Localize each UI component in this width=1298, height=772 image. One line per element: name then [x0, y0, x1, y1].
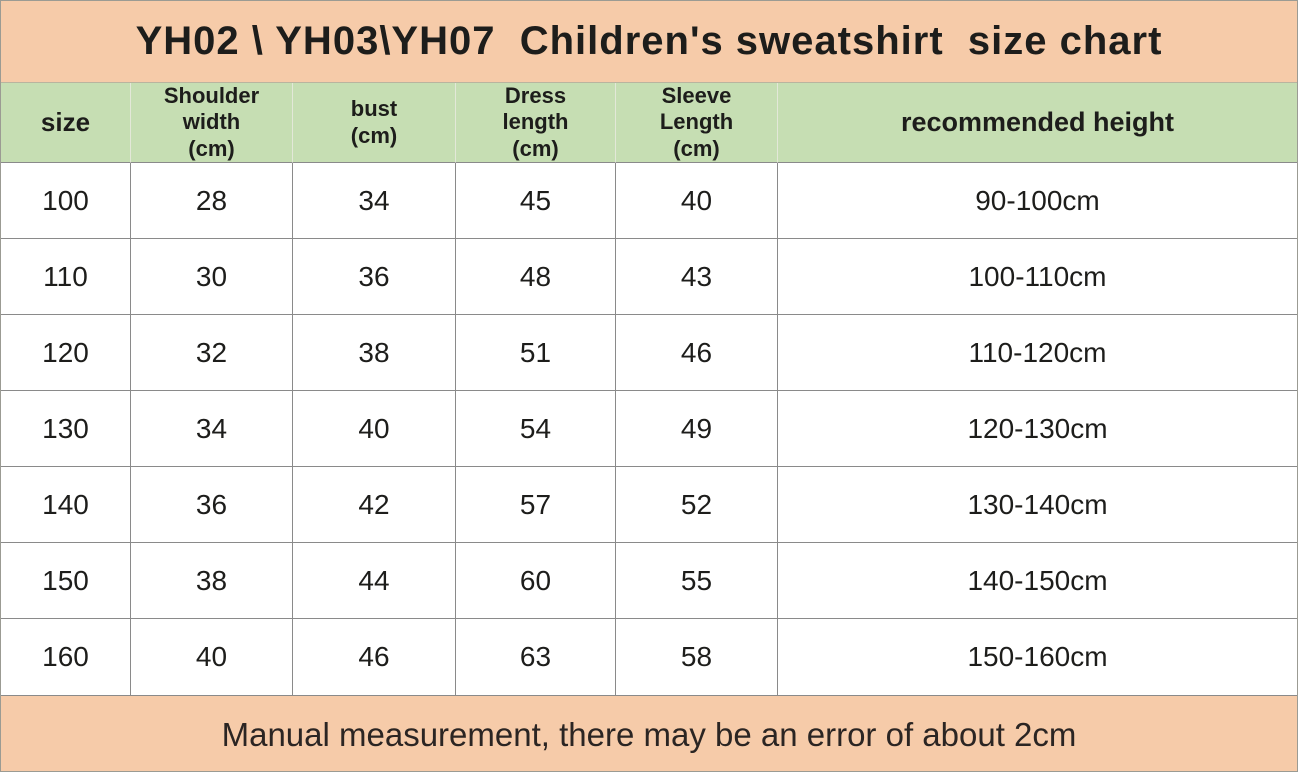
size-table: size Shoulder width (cm) bust (cm) Dress… — [1, 83, 1297, 696]
cell-sleeve-length: 40 — [616, 163, 778, 240]
cell-recommended-height: 110-120cm — [778, 315, 1297, 392]
table-row: 110 30 36 48 43 100-110cm — [1, 239, 1297, 316]
table-row: 160 40 46 63 58 150-160cm — [1, 619, 1297, 696]
cell-recommended-height: 150-160cm — [778, 619, 1297, 696]
title-bar: YH02 \ YH03\YH07 Children's sweatshirt s… — [1, 1, 1297, 83]
cell-size: 160 — [1, 619, 131, 696]
cell-recommended-height: 100-110cm — [778, 239, 1297, 316]
cell-dress-length: 45 — [456, 163, 616, 240]
cell-recommended-height: 130-140cm — [778, 467, 1297, 544]
cell-dress-length: 51 — [456, 315, 616, 392]
cell-shoulder-width: 32 — [131, 315, 293, 392]
cell-bust: 36 — [293, 239, 456, 316]
cell-dress-length: 54 — [456, 391, 616, 468]
cell-sleeve-length: 46 — [616, 315, 778, 392]
cell-shoulder-width: 34 — [131, 391, 293, 468]
cell-sleeve-length: 55 — [616, 543, 778, 620]
header-cell-recommended-height: recommended height — [778, 83, 1297, 164]
table-row: 100 28 34 45 40 90-100cm — [1, 163, 1297, 240]
table-row: 150 38 44 60 55 140-150cm — [1, 543, 1297, 620]
cell-bust: 44 — [293, 543, 456, 620]
cell-shoulder-width: 28 — [131, 163, 293, 240]
cell-bust: 34 — [293, 163, 456, 240]
cell-sleeve-length: 58 — [616, 619, 778, 696]
cell-size: 110 — [1, 239, 131, 316]
cell-dress-length: 60 — [456, 543, 616, 620]
cell-sleeve-length: 43 — [616, 239, 778, 316]
table-row: 140 36 42 57 52 130-140cm — [1, 467, 1297, 544]
cell-dress-length: 48 — [456, 239, 616, 316]
header-cell-bust: bust (cm) — [293, 83, 456, 164]
cell-recommended-height: 120-130cm — [778, 391, 1297, 468]
header-cell-shoulder-width: Shoulder width (cm) — [131, 83, 293, 164]
cell-shoulder-width: 38 — [131, 543, 293, 620]
cell-size: 100 — [1, 163, 131, 240]
cell-recommended-height: 90-100cm — [778, 163, 1297, 240]
page-title: YH02 \ YH03\YH07 Children's sweatshirt s… — [135, 19, 1163, 63]
table-row: 120 32 38 51 46 110-120cm — [1, 315, 1297, 392]
header-cell-size: size — [1, 83, 131, 164]
cell-sleeve-length: 52 — [616, 467, 778, 544]
cell-size: 150 — [1, 543, 131, 620]
cell-bust: 38 — [293, 315, 456, 392]
header-row: size Shoulder width (cm) bust (cm) Dress… — [1, 83, 1297, 164]
cell-size: 140 — [1, 467, 131, 544]
cell-sleeve-length: 49 — [616, 391, 778, 468]
cell-bust: 40 — [293, 391, 456, 468]
cell-bust: 42 — [293, 467, 456, 544]
cell-dress-length: 63 — [456, 619, 616, 696]
footnote-text: Manual measurement, there may be an erro… — [221, 716, 1077, 754]
cell-dress-length: 57 — [456, 467, 616, 544]
cell-shoulder-width: 36 — [131, 467, 293, 544]
cell-size: 130 — [1, 391, 131, 468]
cell-shoulder-width: 40 — [131, 619, 293, 696]
header-cell-sleeve-length: Sleeve Length (cm) — [616, 83, 778, 164]
footnote-bar: Manual measurement, there may be an erro… — [1, 695, 1297, 771]
header-cell-dress-length: Dress length (cm) — [456, 83, 616, 164]
cell-shoulder-width: 30 — [131, 239, 293, 316]
cell-recommended-height: 140-150cm — [778, 543, 1297, 620]
cell-size: 120 — [1, 315, 131, 392]
cell-bust: 46 — [293, 619, 456, 696]
table-row: 130 34 40 54 49 120-130cm — [1, 391, 1297, 468]
